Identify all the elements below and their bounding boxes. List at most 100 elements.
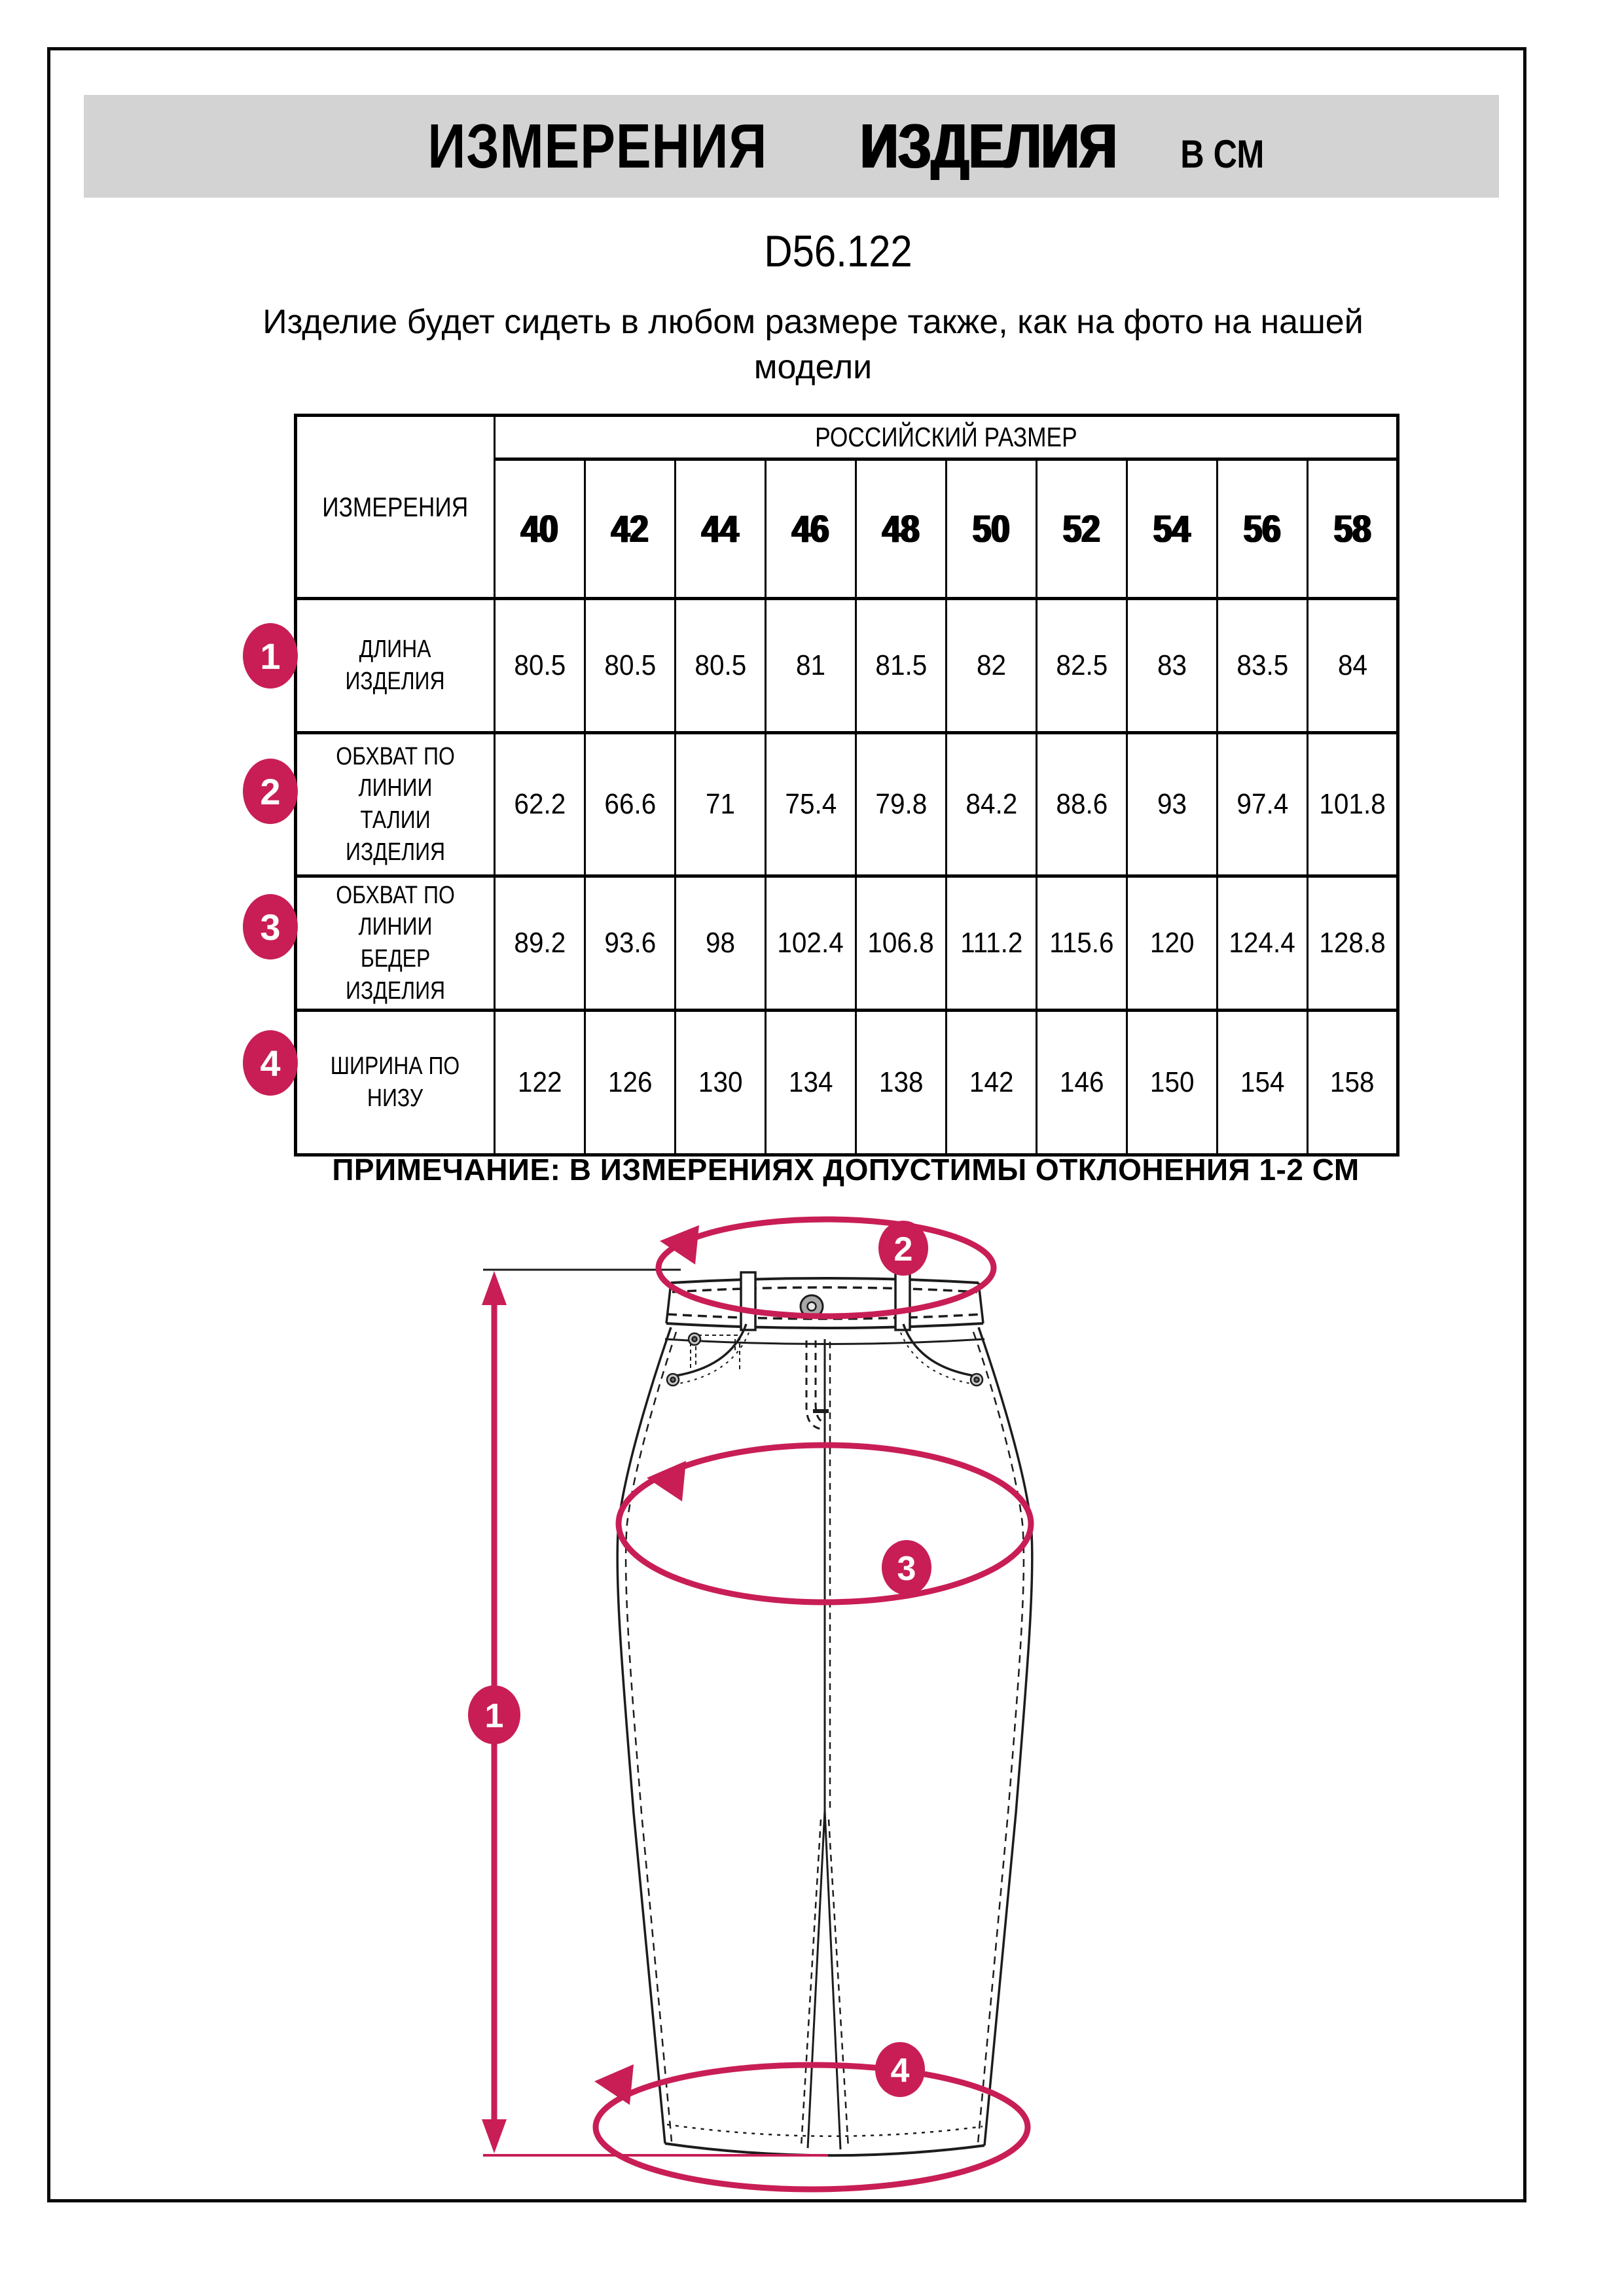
size-header-row: 40 42 44 46 48 50 52 54 56 58 bbox=[296, 457, 1399, 600]
diagram-badge-4 bbox=[875, 2042, 925, 2097]
title-word-product: ИЗДЕЛИЯ bbox=[859, 111, 1117, 181]
page-title: ИЗМЕРЕНИЯ ИЗДЕЛИЯ В СМ bbox=[395, 111, 1272, 183]
measurement-overlays: 1 2 3 4 bbox=[468, 1216, 1034, 2193]
size-header: 56 bbox=[1216, 457, 1308, 600]
front-slit bbox=[800, 1810, 850, 2150]
belt-loops bbox=[740, 1271, 911, 1331]
hem-ellipse bbox=[592, 2062, 1031, 2193]
measure-value: 89.2 bbox=[494, 874, 586, 1012]
measure-value: 84 bbox=[1307, 597, 1399, 734]
diagram-badge-3 bbox=[882, 1540, 931, 1595]
size-header: 42 bbox=[584, 457, 676, 600]
russian-size-header: РОССИЙСКИЙ РАЗМЕР bbox=[494, 414, 1399, 461]
size-header: 50 bbox=[945, 457, 1038, 600]
title-band: ИЗМЕРЕНИЯ ИЗДЕЛИЯ В СМ bbox=[84, 95, 1499, 198]
model-code: D56.122 bbox=[764, 226, 912, 276]
measure-value: 130 bbox=[674, 1009, 767, 1157]
measure-value: 93 bbox=[1126, 731, 1218, 878]
size-header: 44 bbox=[674, 457, 767, 600]
title-units: В СМ bbox=[1180, 132, 1265, 176]
measure-value: 128.8 bbox=[1307, 874, 1399, 1012]
waist-ellipse bbox=[655, 1216, 997, 1319]
svg-text:1: 1 bbox=[485, 1697, 504, 1735]
page-border bbox=[47, 47, 1526, 2202]
size-header: 40 bbox=[494, 457, 586, 600]
rivets bbox=[666, 1332, 984, 1387]
measure-col-header: ИЗМЕРЕНИЯ bbox=[295, 414, 496, 600]
table-row: ОБХВАТ ПО ЛИНИИ БЕДЕР ИЗДЕЛИЯ 89.2 93.6 98 1… bbox=[295, 874, 1399, 1012]
hip-ellipse bbox=[615, 1442, 1034, 1605]
row-badge-4: 4 bbox=[243, 1030, 298, 1096]
row-badge-2: 2 bbox=[243, 759, 298, 824]
table-body: ДЛИНА ИЗДЕЛИЯ 80.5 80.5 80.5 81 81.5 82 82.5 83 8… bbox=[295, 597, 1399, 1157]
coin-pocket bbox=[690, 1335, 740, 1372]
table-row: ОБХВАТ ПО ЛИНИИ ТАЛИИ ИЗДЕЛИЯ 62.2 66.6 71 7… bbox=[295, 731, 1399, 878]
diagram-badge-2 bbox=[878, 1221, 928, 1276]
pocket-left bbox=[675, 1323, 749, 1384]
measure-value: 122 bbox=[494, 1009, 586, 1157]
measure-value: 81 bbox=[765, 597, 857, 734]
size-header: 48 bbox=[855, 457, 947, 600]
measure-value: 138 bbox=[855, 1009, 947, 1157]
svg-text:4: 4 bbox=[891, 2052, 910, 2090]
belt-loop-left bbox=[740, 1271, 757, 1331]
measure-value: 84.2 bbox=[945, 731, 1038, 878]
measure-value: 102.4 bbox=[765, 874, 857, 1012]
measure-value: 115.6 bbox=[1036, 874, 1128, 1012]
size-header: 54 bbox=[1126, 457, 1218, 600]
row-badge-1: 1 bbox=[243, 623, 298, 689]
measure-value: 80.5 bbox=[584, 597, 676, 734]
measure-value: 154 bbox=[1216, 1009, 1308, 1157]
fly-stitch bbox=[805, 1339, 831, 1810]
group-header-row: ИЗМЕРЕНИЯ РОССИЙСКИЙ РАЗМЕР bbox=[295, 414, 1399, 600]
measure-value: 150 bbox=[1126, 1009, 1218, 1157]
belt-loop-right bbox=[894, 1271, 911, 1331]
measure-label: ОБХВАТ ПО ЛИНИИ ТАЛИИ ИЗДЕЛИЯ bbox=[295, 731, 496, 878]
measure-value: 88.6 bbox=[1036, 731, 1128, 878]
diagram-badge-1 bbox=[468, 1685, 520, 1744]
svg-text:2: 2 bbox=[894, 1230, 913, 1268]
arrow-left-icon bbox=[660, 1225, 699, 1265]
title-word-measurements: ИЗМЕРЕНИЯ bbox=[427, 111, 768, 181]
table-row: ШИРИНА ПО НИЗУ 122 126 130 134 138 142 146 150 15… bbox=[295, 1009, 1399, 1157]
measure-value: 80.5 bbox=[674, 597, 767, 734]
measure-value: 71 bbox=[674, 731, 767, 878]
measure-value: 126 bbox=[584, 1009, 676, 1157]
measure-value: 93.6 bbox=[584, 874, 676, 1012]
measure-value: 101.8 bbox=[1307, 731, 1399, 878]
arrow-up-icon bbox=[482, 1271, 507, 1305]
measure-label: ОБХВАТ ПО ЛИНИИ БЕДЕР ИЗДЕЛИЯ bbox=[295, 874, 496, 1012]
waistband bbox=[664, 1277, 985, 1345]
measure-value: 158 bbox=[1307, 1009, 1399, 1157]
pocket-right bbox=[900, 1323, 975, 1384]
measure-value: 146 bbox=[1036, 1009, 1128, 1157]
measure-value: 97.4 bbox=[1216, 731, 1308, 878]
measure-value: 81.5 bbox=[855, 597, 947, 734]
measure-label: ДЛИНА ИЗДЕЛИЯ bbox=[295, 597, 496, 734]
arrow-down-icon bbox=[482, 2119, 507, 2153]
skirt-diagram: 1 2 3 4 bbox=[468, 1216, 1034, 2193]
measure-value: 75.4 bbox=[765, 731, 857, 878]
fit-subtitle: Изделие будет сидеть в любом размере так… bbox=[262, 303, 1363, 386]
measure-value: 62.2 bbox=[494, 731, 586, 878]
measure-value: 134 bbox=[765, 1009, 857, 1157]
measure-value: 83.5 bbox=[1216, 597, 1308, 734]
measure-value: 83 bbox=[1126, 597, 1218, 734]
measure-value: 82.5 bbox=[1036, 597, 1128, 734]
measure-value: 80.5 bbox=[494, 597, 586, 734]
skirt-outline bbox=[483, 1268, 1034, 2157]
measure-label: ШИРИНА ПО НИЗУ bbox=[295, 1009, 496, 1157]
table-row: ДЛИНА ИЗДЕЛИЯ 80.5 80.5 80.5 81 81.5 82 82.5 83 8… bbox=[295, 597, 1399, 734]
measure-value: 124.4 bbox=[1216, 874, 1308, 1012]
tolerance-note: ПРИМЕЧАНИЕ: В ИЗМЕРЕНИЯХ ДОПУСТИМЫ ОТКЛО… bbox=[332, 1153, 1360, 1187]
size-header: 52 bbox=[1036, 457, 1128, 600]
svg-text:3: 3 bbox=[897, 1550, 916, 1588]
measure-value: 66.6 bbox=[584, 731, 676, 878]
measure-value: 120 bbox=[1126, 874, 1218, 1012]
measurements-table: ИЗМЕРЕНИЯ РОССИЙСКИЙ РАЗМЕР 40 42 44 46 48 50… bbox=[294, 414, 1399, 1157]
measure-value: 82 bbox=[945, 597, 1038, 734]
size-header: 46 bbox=[765, 457, 857, 600]
arrow-left-icon bbox=[647, 1461, 686, 1501]
arrow-left-icon bbox=[594, 2064, 634, 2105]
measure-value: 106.8 bbox=[855, 874, 947, 1012]
